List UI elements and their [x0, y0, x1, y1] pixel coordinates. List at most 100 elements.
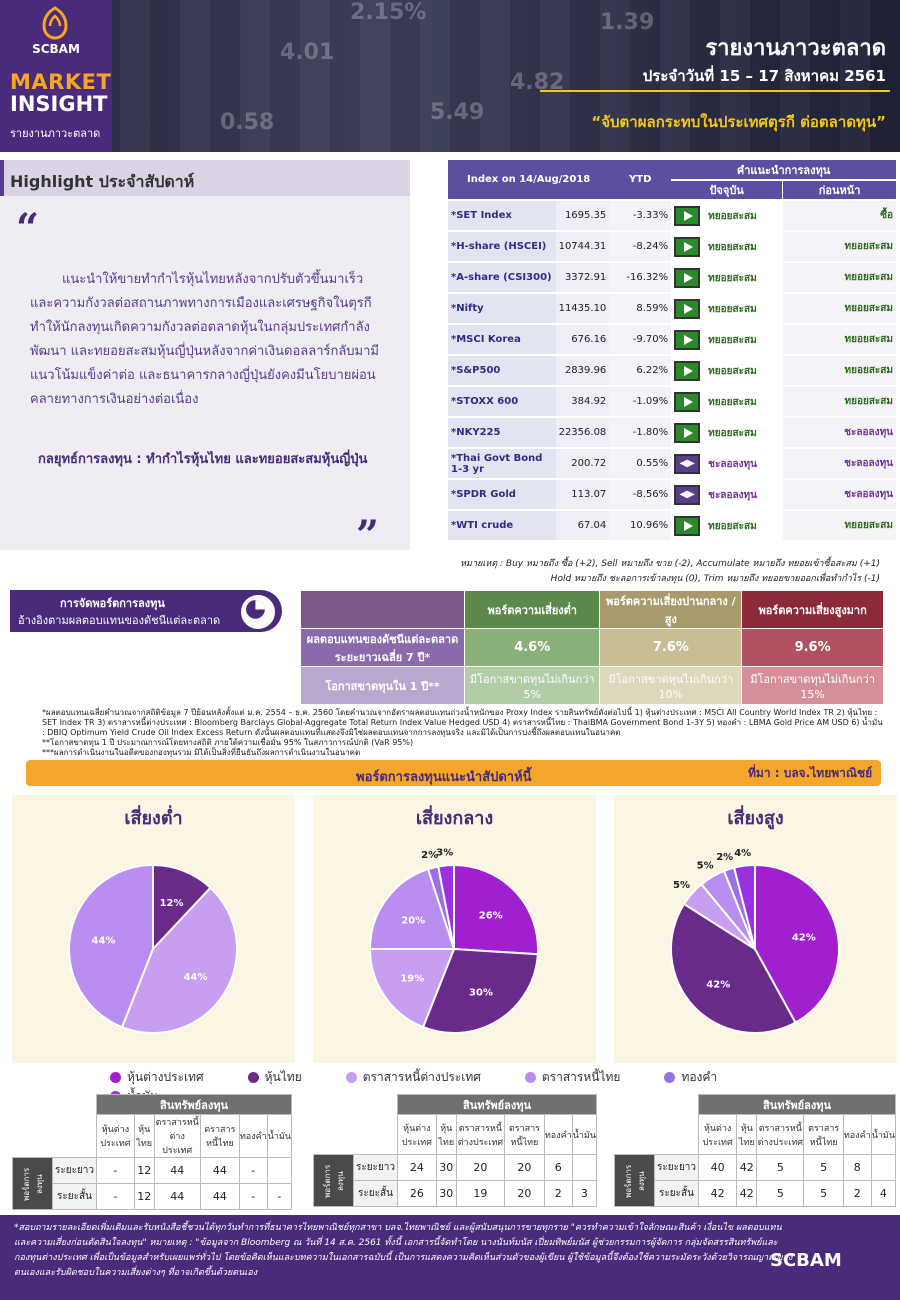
highlight-title: Highlight ประจำสัปดาห์: [10, 172, 195, 191]
index-value: 22356.08: [555, 417, 610, 449]
previous-reco: ชะลอลงทุน: [782, 448, 896, 480]
allocation-cell: 5: [756, 1154, 805, 1181]
allocation-cell: -: [96, 1183, 135, 1210]
brand-name: SCBAM: [32, 42, 80, 56]
index-name: *A-share (CSI300): [448, 262, 556, 294]
pie-data-label: 5%: [673, 880, 690, 891]
allocation-cell: 5: [756, 1180, 805, 1207]
index-ytd: 6.22%: [609, 355, 672, 387]
index-ytd: 0.55%: [609, 448, 672, 480]
allocation-table: สินทรัพย์ลงทุน หุ้นต่างประเทศ หุ้นไทย ตราสา…: [313, 1094, 598, 1207]
weekly-bar: [26, 760, 881, 786]
allocation-header: สินทรัพย์ลงทุน: [698, 1094, 896, 1115]
index-row: *WTI crude 67.04 10.96% ทยอยสะสม ทยอยสะสม: [448, 510, 896, 542]
previous-reco: ทยอยสะสม: [782, 355, 896, 387]
current-reco: ◀▶ ชะลอลงทุน: [671, 448, 783, 480]
allocation-cell: 44: [199, 1183, 240, 1210]
pie-title-high: เสี่ยงสูง: [727, 808, 784, 829]
recommendation-header: คำแนะนำการลงทุน: [671, 160, 896, 181]
pie-data-label: 44%: [92, 936, 116, 947]
loss-mid: มีโอกาสขาดทุนไม่เกินกว่า 10%: [599, 666, 743, 705]
allocation-col: น้ำมัน: [571, 1114, 598, 1155]
pie-slice: [152, 863, 212, 952]
current-header: ปัจจุบัน: [671, 180, 784, 201]
pie-chart-low: 12% 44% 44%: [68, 863, 238, 1034]
pie-data-label: 20%: [401, 915, 425, 926]
row-short: ระยะสั้น: [353, 1180, 398, 1207]
allocation-cell: [571, 1154, 598, 1181]
page-title: รายงานภาวะตลาด: [705, 36, 886, 61]
legend-dot-icon: [664, 1072, 676, 1083]
row-long: ระยะยาว: [52, 1157, 97, 1184]
highlight-accent: [0, 160, 4, 196]
header-divider: [540, 90, 890, 92]
index-name: *H-share (HSCEI): [448, 231, 556, 263]
insight-label: INSIGHT: [10, 92, 108, 116]
row-long: ระยะยาว: [353, 1154, 398, 1181]
index-name: *MSCI Korea: [448, 324, 556, 356]
footer-disclaimer: *สอบถามรายละเอียดเพิ่มเติมและรับหนังสือช…: [14, 1223, 793, 1278]
current-reco-text: ชะลอลงทุน: [708, 458, 757, 470]
previous-reco: ทยอยสะสม: [782, 231, 896, 263]
index-ytd: -16.32%: [609, 262, 672, 294]
previous-reco: ทยอยสะสม: [782, 510, 896, 542]
current-reco: ทยอยสะสม: [671, 200, 783, 232]
risk-corner: [300, 590, 465, 629]
return-mid: 7.6%: [599, 628, 743, 667]
current-reco-text: ทยอยสะสม: [708, 520, 757, 532]
report-date: ประจำวันที่ 15 – 17 สิงหาคม 2561: [642, 67, 886, 85]
index-ytd: -8.56%: [609, 479, 672, 511]
risk-high-header: พอร์ตความเสี่ยงสูงมาก: [741, 590, 884, 629]
current-reco: ทยอยสะสม: [671, 510, 783, 542]
portfolio-banner-title: การจัดพอร์ตการลงทุน: [60, 597, 165, 610]
allocation-col: ตราสารหนี้ไทย: [199, 1114, 240, 1158]
index-name: *S&P500: [448, 355, 556, 387]
allocation-col: น้ำมัน: [870, 1114, 897, 1155]
allocation-cell: 20: [503, 1154, 545, 1181]
legend-dot-icon: [345, 1072, 357, 1083]
headline: “จับตาผลกระทบในประเทศตุรกี ต่อตลาดทุน”: [591, 113, 886, 131]
previous-reco: ทยอยสะสม: [782, 386, 896, 418]
legend-label: หุ้นต่างประเทศ: [127, 1070, 204, 1084]
highlight-text: แนะนำให้ขายทำกำไรหุ้นไทยหลังจากปรับตัวขึ…: [30, 272, 380, 407]
pie-slice: [68, 863, 154, 1029]
current-reco-text: ทยอยสะสม: [708, 427, 757, 439]
index-name: *Thai Govt Bond 1-3 yr: [448, 448, 556, 480]
legend-label: ตราสารหนี้ต่างประเทศ: [362, 1070, 481, 1084]
pie-data-label: 12%: [160, 898, 184, 909]
allocation-cell: 4: [870, 1180, 897, 1207]
allocation-cell: -: [96, 1157, 135, 1184]
return-high: 9.6%: [741, 628, 884, 667]
index-value: 2839.96: [555, 355, 610, 387]
pie-chart-mid: 26% 30% 19% 20% 2%3%: [368, 847, 539, 1034]
legend-dot-icon: [110, 1072, 121, 1083]
pie-data-label: 42%: [792, 932, 816, 943]
index-value: 676.16: [555, 324, 610, 356]
accumulate-icon: [674, 205, 701, 226]
scb-logo-icon: [42, 6, 68, 40]
allocation-cell: 42: [697, 1180, 738, 1207]
current-reco: ทยอยสะสม: [671, 324, 783, 356]
index-row: *S&P500 2839.96 6.22% ทยอยสะสม ทยอยสะสม: [448, 355, 896, 387]
legend-item: ทองคำ: [664, 1068, 717, 1087]
allocation-cell: 19: [455, 1180, 505, 1207]
current-reco: ◀▶ ชะลอลงทุน: [671, 479, 783, 511]
previous-header: ก่อนหน้า: [782, 180, 896, 201]
allocation-cell: -: [238, 1183, 268, 1210]
current-reco-text: ทยอยสะสม: [708, 334, 757, 346]
allocation-col: ตราสารหนี้ไทย: [503, 1114, 545, 1155]
index-ytd: -1.80%: [609, 417, 672, 449]
index-value: 67.04: [555, 510, 610, 542]
index-row: *SET Index 1695.35 -3.33% ทยอยสะสม ซื้อ: [448, 200, 896, 232]
index-ytd: -8.24%: [609, 231, 672, 263]
portfolio-side-label: พอร์ตการลงทุน: [12, 1157, 53, 1210]
allocation-col: หุ้นไทย: [435, 1114, 457, 1155]
row-short: ระยะสั้น: [654, 1180, 699, 1207]
bg-number: 0.58: [220, 110, 275, 135]
index-value: 10744.31: [555, 231, 610, 263]
allocation-col: หุ้นไทย: [736, 1114, 758, 1155]
index-name: *SPDR Gold: [448, 479, 556, 511]
allocation-col: น้ำมัน: [266, 1114, 293, 1158]
bg-number: 1.39: [600, 10, 655, 35]
allocation-cell: 44: [153, 1157, 201, 1184]
